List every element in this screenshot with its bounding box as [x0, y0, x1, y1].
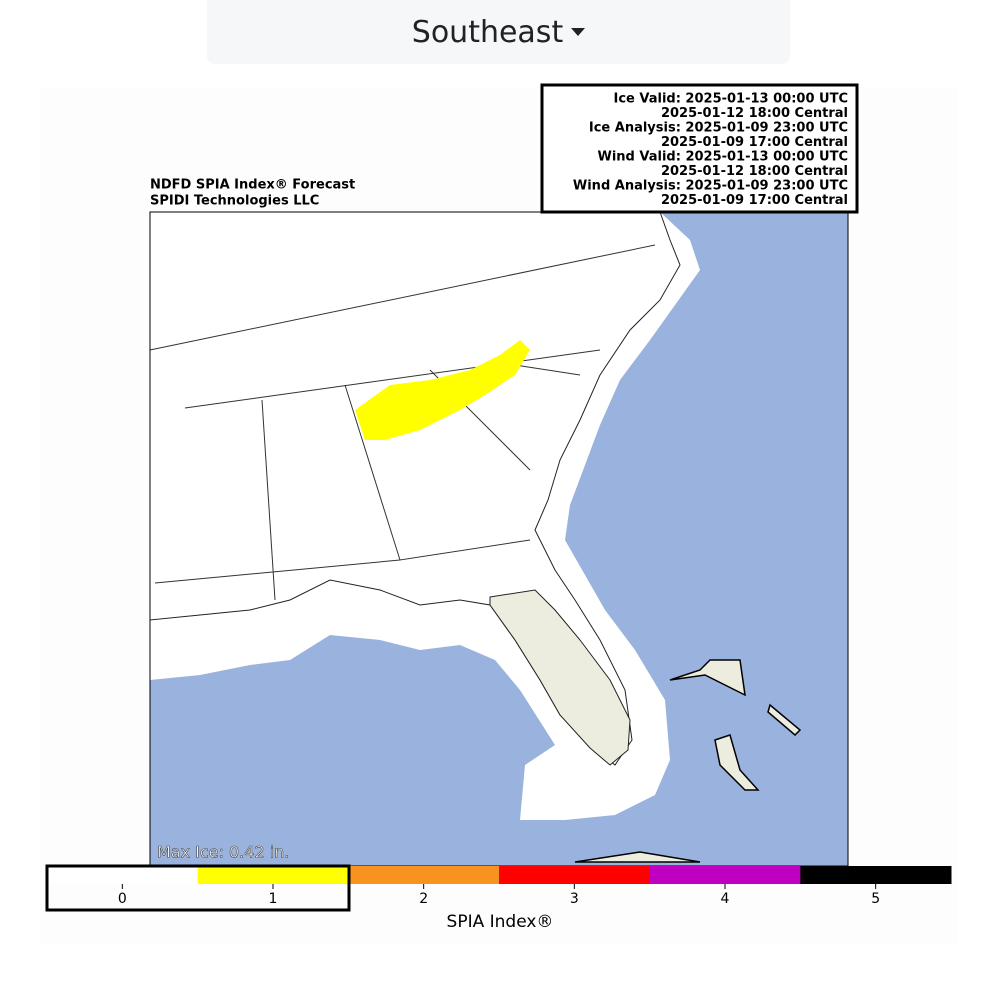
colorbar-label: SPIA Index®: [447, 912, 554, 932]
map-subtitle: SPIDI Technologies LLC: [150, 194, 319, 209]
state-borders: [149, 244, 656, 601]
info-line: Wind Valid: 2025-01-13 00:00 UTC: [598, 150, 849, 165]
colorbar-tick-label: 1: [269, 891, 278, 907]
colorbar-segment: [47, 866, 199, 884]
info-line: Ice Valid: 2025-01-13 00:00 UTC: [613, 92, 848, 107]
ice-area: [355, 340, 530, 440]
info-line: Ice Analysis: 2025-01-09 23:00 UTC: [589, 121, 848, 136]
info-line: 2025-01-12 18:00 Central: [661, 106, 848, 121]
colorbar-tick-label: 3: [570, 891, 579, 907]
map: Max Ice: 0.42 in.: [149, 211, 849, 867]
colorbar-segment: [649, 866, 801, 884]
info-line: 2025-01-09 17:00 Central: [661, 193, 848, 208]
colorbar-tick-label: 2: [419, 891, 428, 907]
colorbar-tick-label: 4: [721, 891, 730, 907]
colorbar-segment: [348, 866, 500, 884]
colorbar-segment: [197, 866, 349, 884]
caret: [571, 28, 586, 36]
info-line: 2025-01-12 18:00 Central: [661, 164, 848, 179]
dropdown-label: Southeast: [411, 14, 564, 50]
islands: [574, 659, 802, 863]
region-dropdown[interactable]: Southeast: [207, 0, 790, 64]
colorbar-tick-label: 0: [118, 891, 127, 907]
colorbar-tick-label: 5: [871, 891, 880, 907]
colorbar-segment: [499, 866, 651, 884]
colorbar-highlight: [45, 864, 351, 912]
info-line: Wind Analysis: 2025-01-09 23:00 UTC: [573, 179, 848, 194]
colorbar-segment: [800, 866, 952, 884]
info-lines: Ice Valid: 2025-01-13 00:00 UTC2025-01-1…: [573, 92, 848, 209]
max-ice: Max Ice: 0.42 in.: [157, 843, 289, 862]
info-line: 2025-01-09 17:00 Central: [661, 135, 848, 150]
colorbar: 0 1 2 3 4 5: [47, 866, 952, 907]
info-box: [540, 83, 859, 214]
florida: [489, 589, 631, 766]
map-title: NDFD SPIA Index® Forecast: [150, 178, 355, 193]
